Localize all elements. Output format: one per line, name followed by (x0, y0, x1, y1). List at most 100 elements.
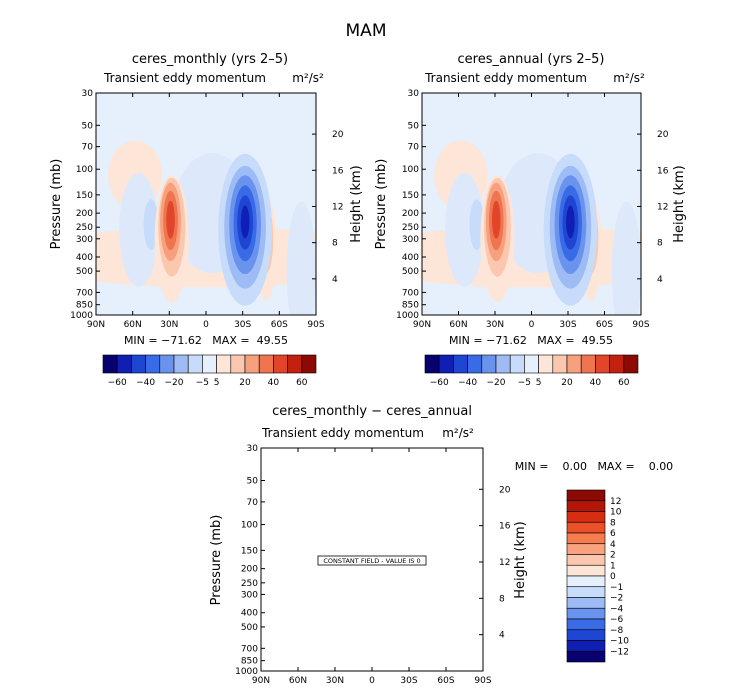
colorbar-swatch (566, 354, 582, 374)
y-tick-label: 50 (408, 121, 420, 131)
x-tick-label: 30S (559, 320, 576, 330)
y-tick-label: 850 (76, 301, 93, 311)
pressure-axis-label: Pressure (mb) (209, 515, 224, 606)
y-tick-label: 500 (241, 623, 258, 633)
colorbar-swatch (566, 564, 606, 577)
colorbar-swatch (244, 354, 260, 374)
x-tick-label: 90N (413, 320, 431, 330)
colorbar-tick-label: 12 (610, 497, 621, 507)
x-tick-label: 30N (160, 320, 178, 330)
min-max-label: MIN = 0.00 MAX = 0.00 (515, 460, 673, 473)
colorbar-tick-label: 10 (610, 508, 622, 518)
y-tick-label: 150 (76, 191, 93, 201)
y-tick-label: 150 (241, 546, 258, 556)
y-tick-label: 700 (241, 644, 258, 654)
constant-field-box (317, 555, 427, 566)
figure-title: MAM (346, 21, 387, 41)
height-tick-label: 4 (499, 631, 505, 641)
height-tick-label: 4 (657, 275, 663, 285)
y-tick-label: 30 (408, 89, 420, 99)
colorbar-swatch (116, 354, 132, 374)
x-tick-label: 90S (307, 320, 324, 330)
colorbar-tick-label: 2 (610, 551, 616, 561)
colorbar-swatch (524, 354, 539, 374)
height-tick-label: 20 (499, 485, 511, 495)
colorbar-tick-label: −40 (458, 378, 477, 388)
colorbar: −60 −40 −20 −5 5 20 40 60 (424, 354, 639, 388)
panel-title: ceres_monthly (yrs 2–5) (132, 52, 288, 67)
units-label: m²/s² (442, 426, 474, 440)
height-tick-label: 12 (332, 202, 343, 212)
y-tick-label: 200 (76, 209, 93, 219)
contour-field (96, 93, 316, 315)
y-tick-label: 700 (402, 288, 419, 298)
colorbar-tick-label: −5 (518, 378, 531, 388)
x-tick-label: 90S (474, 676, 491, 686)
y-tick-label: 1000 (396, 311, 419, 321)
colorbar-tick-label: −12 (610, 647, 629, 657)
height-tick-label: 16 (332, 166, 344, 176)
height-tick-label: 12 (499, 558, 510, 568)
panel-difference: ceres_monthly − ceres_annual Transient e… (209, 404, 673, 686)
colorbar-tick-label: 5 (214, 378, 220, 388)
colorbar-swatch (566, 511, 606, 523)
colorbar-tick-label: 60 (618, 378, 630, 388)
colorbar-tick-label: 60 (296, 378, 308, 388)
y-tick-label: 250 (241, 579, 258, 589)
colorbar-swatch (453, 354, 468, 374)
colorbar-tick-label: 1 (610, 561, 616, 571)
colorbar-swatch (566, 640, 606, 652)
colorbar-swatch (438, 354, 454, 374)
height-tick-label: 4 (332, 275, 338, 285)
y-tick-label: 1000 (235, 667, 258, 677)
x-tick-label: 60N (289, 676, 307, 686)
y-tick-label: 30 (247, 444, 259, 454)
x-tick-label: 0 (369, 676, 375, 686)
contour-band (566, 205, 575, 239)
y-tick-label: 850 (402, 301, 419, 311)
colorbar-swatch (566, 650, 606, 663)
x-tick-label: 30S (400, 676, 417, 686)
x-tick-label: 30N (326, 676, 344, 686)
x-tick-label: 60N (124, 320, 142, 330)
y-tick-label: 200 (402, 209, 419, 219)
panel-annual: ceres_annual (yrs 2–5) Transient eddy mo… (374, 52, 687, 388)
y-tick-label: 250 (76, 223, 93, 233)
panel-title: ceres_annual (yrs 2–5) (458, 52, 605, 67)
colorbar-swatch (566, 500, 606, 512)
colorbar-tick-label: −4 (610, 604, 624, 614)
colorbar-swatch (424, 354, 440, 374)
colorbar-swatch (566, 543, 606, 555)
colorbar-tick-label: 0 (610, 572, 616, 582)
y-tick-label: 300 (402, 235, 419, 245)
panel-monthly: ceres_monthly (yrs 2–5) Transient eddy m… (49, 52, 364, 388)
y-tick-label: 500 (76, 267, 93, 277)
colorbar-swatch (145, 354, 161, 374)
colorbar-tick-label: −2 (610, 594, 623, 604)
colorbar-tick-label: −40 (136, 378, 155, 388)
units-label: m²/s² (613, 71, 645, 85)
y-tick-label: 300 (241, 590, 258, 600)
contour-band (166, 200, 175, 239)
height-axis-label: Height (km) (349, 165, 364, 242)
y-tick-label: 50 (82, 121, 94, 131)
colorbar-tick-label: −10 (610, 637, 629, 647)
x-axis-ticks: 90N 60N 30N 0 30S 60S 90S (87, 93, 325, 330)
y-tick-label: 400 (241, 609, 258, 619)
height-axis-label: Height (km) (513, 521, 528, 598)
x-tick-label: 90N (87, 320, 105, 330)
y-tick-label: 50 (247, 476, 259, 486)
colorbar-tick-label: 20 (561, 378, 573, 388)
colorbar-swatch (566, 554, 606, 566)
colorbar-swatch (495, 354, 511, 374)
panel-subtitle: Transient eddy momentum (424, 71, 587, 85)
x-axis-ticks: 90N 60N 30N 0 30S 60S 90S (252, 448, 492, 686)
height-tick-label: 8 (332, 239, 338, 249)
height-tick-label: 8 (657, 239, 663, 249)
y-tick-label: 500 (402, 267, 419, 277)
colorbar-swatch (467, 354, 483, 374)
colorbar-tick-label: 4 (610, 540, 616, 550)
colorbar-swatch (287, 354, 303, 374)
